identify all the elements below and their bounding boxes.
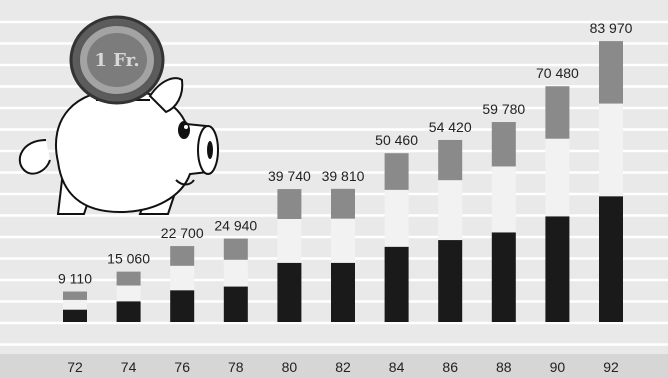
pig-eye-highlight (184, 125, 188, 129)
bars (63, 41, 623, 322)
x-tick-label: 78 (228, 359, 244, 375)
x-tick-label: 86 (442, 359, 458, 375)
bar-total-label: 24 940 (214, 218, 257, 234)
bar-segment (63, 309, 87, 322)
bar-total-label: 70 480 (536, 65, 579, 81)
bar-segment (438, 180, 463, 241)
bar-total-label: 39 740 (268, 168, 311, 184)
x-tick-label: 84 (389, 359, 405, 375)
x-axis-tick-labels: 72 74 76 78 80 82 84 86 88 90 92 (67, 359, 619, 375)
bar-segment (63, 299, 87, 310)
bar-segment (331, 188, 355, 219)
bar-segment (545, 216, 570, 322)
bar-segment (438, 240, 463, 322)
franc-coin: 1 Fr. (69, 15, 165, 105)
pig-eye (178, 121, 190, 139)
bar-segment (491, 232, 516, 322)
x-axis-band (0, 354, 668, 378)
x-tick-label: 76 (174, 359, 190, 375)
x-tick-label: 82 (335, 359, 351, 375)
bar-segment (331, 262, 355, 322)
bar-segment (223, 259, 248, 287)
bar-segment (170, 290, 195, 322)
bar-total-label: 54 420 (429, 119, 472, 135)
bar-segment (116, 301, 141, 322)
x-tick-label: 92 (603, 359, 619, 375)
bar-segment (223, 286, 248, 322)
bar-segment (384, 153, 409, 190)
bar-segment (545, 138, 570, 217)
bar-total-label: 39 810 (322, 168, 365, 184)
x-tick-label: 88 (496, 359, 512, 375)
pig-nostril (207, 141, 213, 159)
pig-ear (148, 77, 184, 114)
bar-segment (170, 265, 195, 291)
piggy-bank-illustration: 1 Fr. (18, 15, 219, 215)
pig-tail (18, 139, 51, 175)
bar-total-label: 83 970 (590, 20, 633, 36)
x-tick-label: 90 (550, 359, 566, 375)
bar-segment (599, 103, 623, 197)
bar-segment (384, 189, 409, 247)
bar-segment (384, 246, 409, 322)
bar-total-label: 9 110 (58, 271, 92, 287)
x-tick-label: 72 (67, 359, 83, 375)
bar-segment (438, 139, 463, 181)
bar-segment (491, 166, 516, 233)
bar-segment (170, 246, 195, 266)
bar-segment (277, 262, 302, 322)
bar-total-label: 22 700 (161, 225, 204, 241)
bar-total-label: 50 460 (375, 132, 418, 148)
bar-segment (116, 285, 141, 302)
bar-segment (331, 218, 355, 263)
value-labels: 9 110 15 060 22 700 24 940 39 740 39 810 50 46… (58, 20, 633, 286)
bar-segment (545, 86, 570, 139)
x-tick-label: 74 (121, 359, 137, 375)
bar-segment (277, 218, 302, 263)
bar-total-label: 15 060 (107, 251, 150, 267)
bar-segment (116, 271, 141, 286)
x-tick-label: 80 (282, 359, 298, 375)
bar-segment (491, 122, 516, 167)
bar-total-label: 59 780 (482, 101, 525, 117)
bar-segment (599, 196, 623, 322)
pig-mouth (175, 179, 195, 186)
bar-segment (277, 189, 302, 219)
bar-segment (223, 238, 248, 260)
coin-inscription: 1 Fr. (94, 50, 139, 71)
bar-segment (63, 291, 87, 300)
bar-segment (599, 41, 623, 104)
